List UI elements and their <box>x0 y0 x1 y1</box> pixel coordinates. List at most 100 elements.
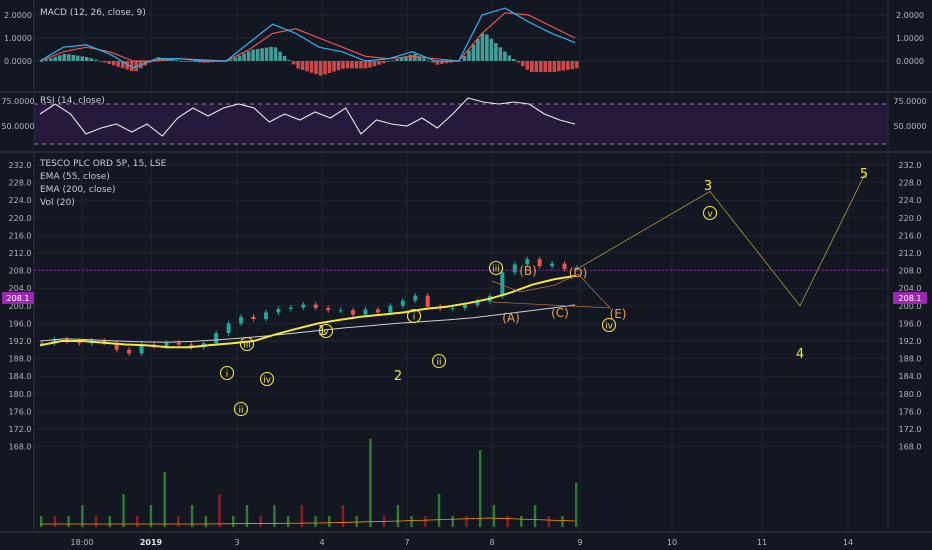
wave-circle-i[interactable]: i <box>406 308 422 324</box>
candle <box>288 307 293 309</box>
macd-histogram-bar <box>449 61 453 63</box>
wave-label-4[interactable]: 4 <box>796 347 804 362</box>
wave-label-A[interactable]: (A) <box>502 311 520 325</box>
wave-label-C[interactable]: (C) <box>551 306 569 320</box>
macd-histogram-bar <box>444 61 449 64</box>
wave-label-5[interactable]: 5 <box>860 167 868 182</box>
wave-circle-text: i <box>226 369 229 379</box>
wave-label-2[interactable]: 2 <box>394 369 402 384</box>
macd-histogram-bar <box>458 61 462 62</box>
wave-circle-v[interactable]: v <box>318 323 334 339</box>
time-tick: 3 <box>234 538 239 547</box>
wave-circle-iii[interactable]: iii <box>488 260 504 276</box>
price-tick-right: 184.0 <box>899 372 922 381</box>
macd-histogram-bar <box>485 34 489 61</box>
volume-bar <box>218 494 221 527</box>
wave-circle-text: iv <box>263 375 272 385</box>
wave-label-1[interactable]: 1 <box>318 324 326 339</box>
macd-histogram-bar <box>390 60 395 62</box>
volume-bar <box>451 516 454 527</box>
macd-histogram-bar <box>314 61 318 75</box>
volume-bar <box>67 516 70 527</box>
macd-histogram-bar <box>89 58 94 61</box>
macd-histogram-bar <box>183 61 188 62</box>
wave-circle-i[interactable]: i <box>219 365 235 381</box>
macd-histogram-bar <box>48 58 53 61</box>
price-tick-right: 168.0 <box>899 443 922 452</box>
rsi-tick-left: 50.0000 <box>1 122 34 131</box>
rsi-line <box>39 97 576 137</box>
wave-label-D[interactable]: (D) <box>569 266 588 280</box>
wave-circle-text: v <box>323 327 329 337</box>
ema55-legend[interactable]: EMA (55, close) <box>40 172 110 182</box>
candle <box>127 349 132 354</box>
wave-circle-iv[interactable]: iv <box>259 371 275 387</box>
wave-label-E[interactable]: (E) <box>610 307 627 321</box>
macd-label: MACD (12, 26, close, 9) <box>40 8 146 18</box>
wave-circle-iv[interactable]: iv <box>601 317 617 333</box>
abcde-triangle-lines[interactable] <box>491 273 611 309</box>
volume-bar <box>547 516 550 527</box>
volume-bar <box>533 505 537 527</box>
time-axis[interactable]: 18:00 2019 3 4 7 8 9 10 11 14 <box>70 538 853 547</box>
price-tick-right: 188.0 <box>899 355 922 364</box>
macd-histogram-bar <box>471 44 476 61</box>
wave-circle-iii[interactable]: iii <box>239 336 255 352</box>
symbol-legend[interactable]: TESCO PLC ORD 5P, 15, LSE <box>39 159 167 169</box>
time-tick: 18:00 <box>70 538 93 547</box>
wave-circle-ii[interactable]: ii <box>431 353 447 369</box>
price-tick-right: 224.0 <box>899 196 922 205</box>
price-tick-left: 176.0 <box>9 407 32 416</box>
macd-tick-right: 0.0000 <box>896 57 924 66</box>
candle <box>575 267 579 269</box>
volume-bar <box>177 516 180 527</box>
volume-legend[interactable]: Vol (20) <box>40 198 75 208</box>
volume-bar <box>122 494 125 527</box>
price-tick-left: 172.0 <box>9 425 32 434</box>
ema200-line <box>39 304 576 343</box>
candle <box>562 263 567 269</box>
macd-histogram-bar <box>543 61 548 73</box>
chart-grid <box>34 0 888 532</box>
macd-histogram-bar <box>129 61 134 72</box>
volume-bar <box>232 516 235 527</box>
macd-histogram-bar <box>408 54 413 61</box>
wave-circle-ring <box>239 336 255 352</box>
macd-tick-left: 0.0000 <box>4 57 32 66</box>
macd-histogram-bar <box>381 61 386 64</box>
macd-histogram-bar <box>174 60 179 62</box>
candle <box>313 304 318 308</box>
candle <box>214 333 219 344</box>
price-axis[interactable]: 232.0 232.0 228.0 228.0 224.0 224.0 220.0 220.0… <box>1 11 926 452</box>
macd-histogram-bar <box>318 61 323 76</box>
wave-projection-line[interactable] <box>574 173 866 307</box>
candle <box>500 272 505 297</box>
rsi-tick-left: 75.0000 <box>1 97 34 106</box>
macd-histogram-bar <box>552 61 557 72</box>
macd-histogram-bar <box>269 46 273 61</box>
wave-circle-v[interactable]: v <box>702 205 718 221</box>
macd-histogram-bar <box>354 61 359 69</box>
price-tick-left: 220.0 <box>9 214 32 223</box>
volume-bar <box>94 516 98 527</box>
macd-histogram-bar <box>233 57 237 61</box>
macd-histogram-bar <box>57 55 62 61</box>
volume-bars <box>40 439 578 527</box>
macd-histogram-bar <box>494 43 498 61</box>
wave-circle-text: v <box>707 209 713 219</box>
wave-label-3[interactable]: 3 <box>704 179 712 194</box>
candle <box>338 310 343 312</box>
macd-histogram-bar <box>570 61 575 70</box>
macd-histogram-bar <box>309 61 314 73</box>
price-tick-right: 228.0 <box>899 179 922 188</box>
rsi-label: RSI (14, close) <box>40 96 105 106</box>
wave-label-B[interactable]: (B) <box>519 264 537 278</box>
wave-circle-ii[interactable]: ii <box>233 401 249 417</box>
ema200-legend[interactable]: EMA (200, close) <box>40 185 116 195</box>
macd-histogram-bar <box>476 38 480 61</box>
macd-histogram-bar <box>287 60 291 61</box>
wave-circle-text: ii <box>436 357 441 367</box>
macd-histogram-bar <box>84 57 89 61</box>
